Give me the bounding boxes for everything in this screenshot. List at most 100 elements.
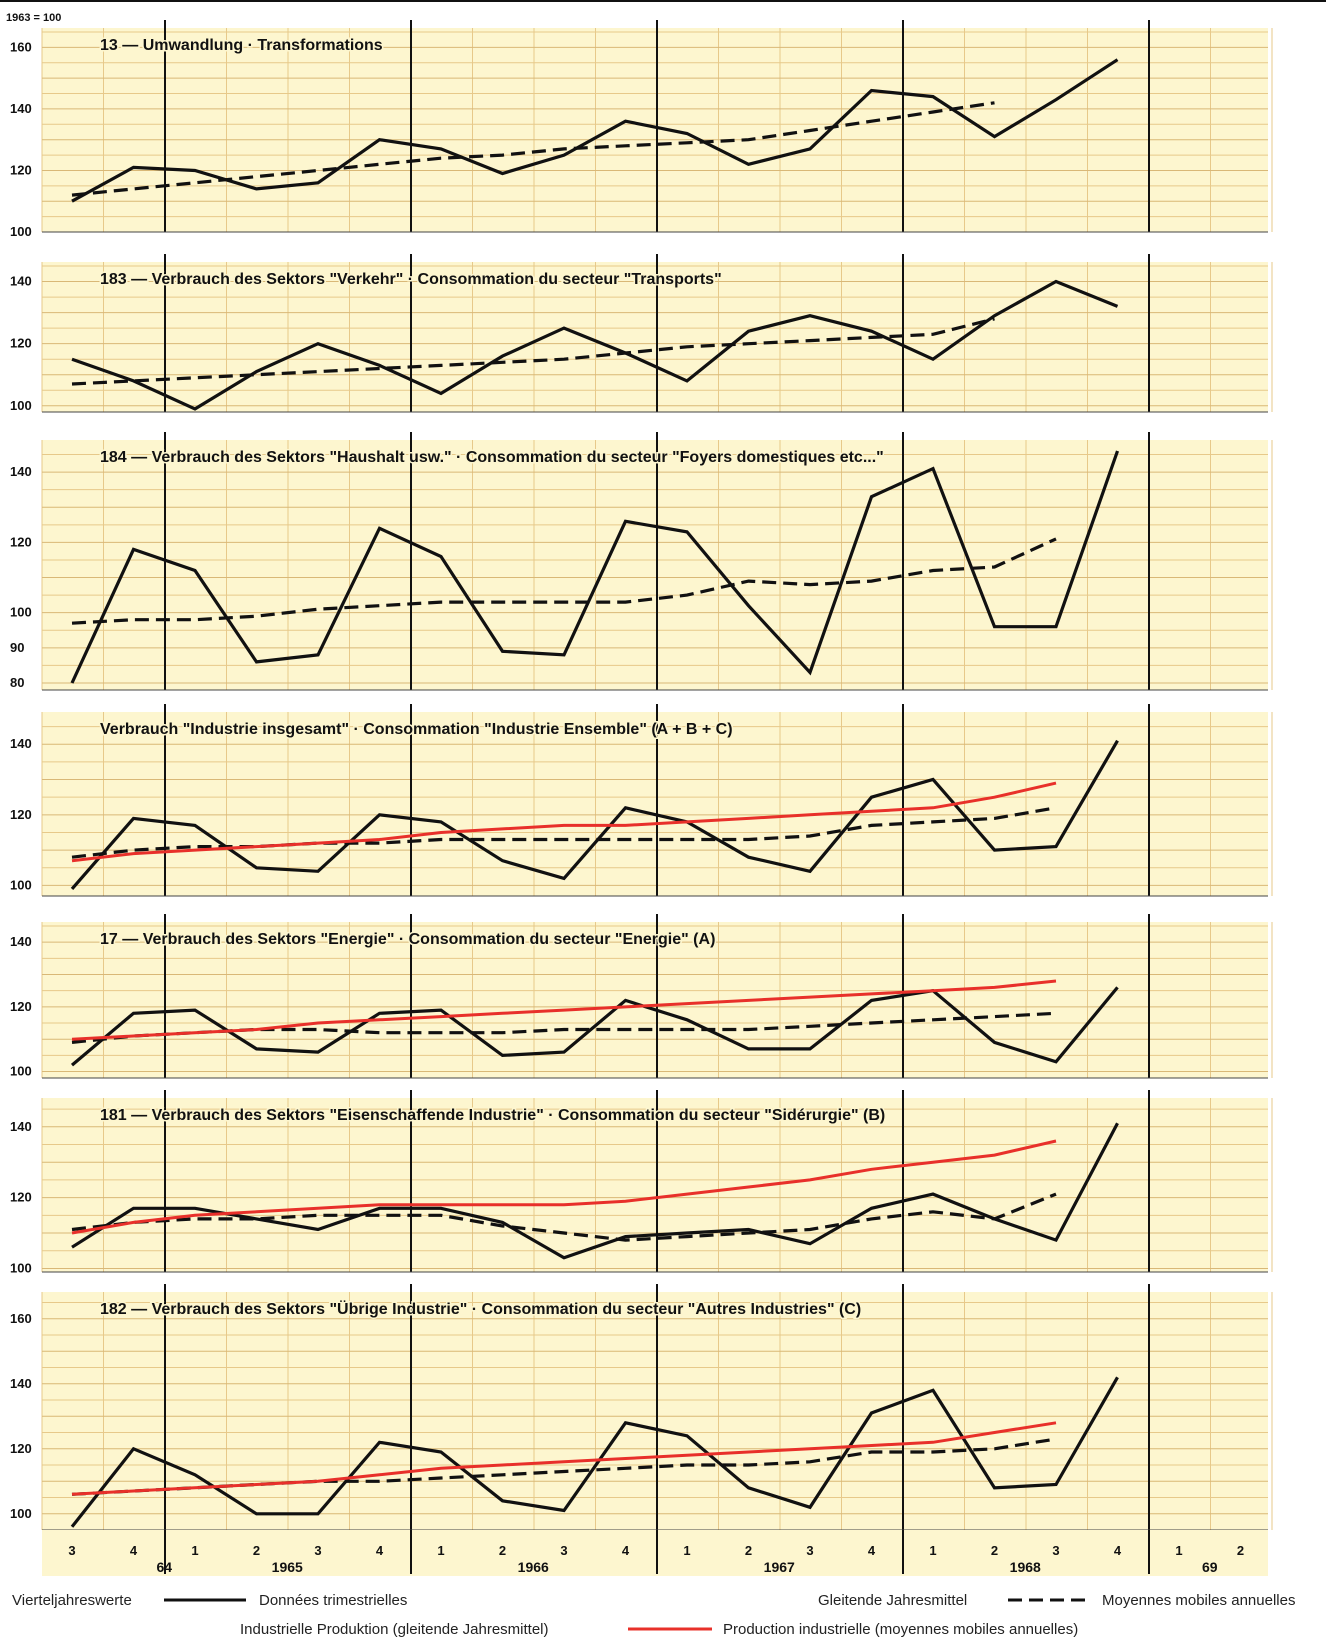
- y-tick-label: 120: [10, 534, 32, 549]
- y-tick-label: 120: [10, 807, 32, 822]
- series-moving: [71, 1011, 1057, 1044]
- panel-background: [42, 440, 1268, 690]
- legend-moving-de: Gleitende Jahresmittel: [818, 1592, 967, 1609]
- legend-industrial-de: Industrielle Produktion (gleitende Jahre…: [240, 1621, 549, 1638]
- panel-4: 100 120 140 Verbrauch "Industrie insgesamt"…: [10, 704, 1273, 897]
- panel-background: [42, 712, 1268, 896]
- quarter-label: 1: [191, 1543, 198, 1558]
- y-tick-label: 140: [10, 464, 32, 479]
- series-quarterly: [70, 450, 1120, 684]
- y-tick-label: 100: [10, 877, 32, 892]
- y-tick-label: 120: [10, 1190, 32, 1205]
- series-industrial: [71, 1139, 1057, 1235]
- series-moving: [71, 317, 995, 386]
- y-tick-label: 140: [10, 1119, 32, 1134]
- year-label: 1968: [1010, 1559, 1041, 1575]
- quarter-label: 1: [437, 1543, 444, 1558]
- y-tick-label: 160: [10, 39, 32, 54]
- quarter-label: 2: [745, 1543, 752, 1558]
- y-tick-label: 120: [10, 1441, 32, 1456]
- series-moving: [71, 1192, 1057, 1242]
- chart-panels: 100 120 140 160 13 — Umwandlung · Transforma…: [10, 20, 1273, 1531]
- quarter-label: 4: [622, 1543, 630, 1558]
- y-tick-label: 140: [10, 736, 32, 751]
- quarter-label: 4: [868, 1543, 876, 1558]
- y-tick-label: 120: [10, 162, 32, 177]
- y-tick-label: 120: [10, 999, 32, 1014]
- y-tick-label: 100: [10, 1064, 32, 1079]
- quarter-label: 2: [991, 1543, 998, 1558]
- y-tick-label: 120: [10, 336, 32, 351]
- series-quarterly: [70, 739, 1119, 890]
- panel-7: 100 120 140 160 182 — Verbrauch des Sektors …: [10, 1284, 1273, 1531]
- panel-background: [42, 28, 1268, 232]
- base-label: 1963 = 100: [6, 12, 61, 24]
- y-tick-label: 140: [10, 101, 32, 116]
- series-moving: [71, 1437, 1057, 1496]
- quarter-label: 4: [130, 1543, 138, 1558]
- panel-2: 100 120 140 183 — Verbrauch des Sektors "Ve…: [10, 254, 1273, 413]
- y-tick-label: 80: [10, 675, 24, 690]
- quarter-label: 1: [929, 1543, 936, 1558]
- series-quarterly: [70, 1376, 1119, 1528]
- y-tick-label: 100: [10, 224, 32, 239]
- quarter-label: 1: [683, 1543, 690, 1558]
- quarter-label: 1: [1175, 1543, 1182, 1558]
- panel-6: 100 120 140 181 — Verbrauch des Sektors "Ei…: [10, 1090, 1273, 1275]
- series-industrial: [71, 1421, 1057, 1496]
- y-tick-label: 140: [10, 274, 32, 289]
- legend-moving-fr: Moyennes mobiles annuelles: [1102, 1592, 1295, 1609]
- legend-quarterly-fr: Données trimestrielles: [259, 1592, 407, 1609]
- x-axis-band: [42, 1530, 1268, 1576]
- panel-title: 183 — Verbrauch des Sektors "Verkehr" · …: [100, 271, 722, 288]
- panel-title: 184 — Verbrauch des Sektors "Haushalt us…: [100, 449, 884, 466]
- series-industrial: [71, 781, 1057, 863]
- quarter-label: 2: [499, 1543, 506, 1558]
- panel-3: 80 90 100 120 140 184 — Verbrauch des Sektors…: [10, 432, 1273, 691]
- y-tick-label: 100: [10, 605, 32, 620]
- y-tick-label: 100: [10, 1506, 32, 1521]
- panel-title: 181 — Verbrauch des Sektors "Eisenschaff…: [100, 1107, 885, 1124]
- year-label: 1966: [518, 1559, 549, 1575]
- panel-1: 100 120 140 160 13 — Umwandlung · Transforma…: [10, 20, 1273, 239]
- series-moving: [71, 806, 1057, 859]
- quarter-label: 2: [1237, 1543, 1244, 1558]
- series-quarterly: [70, 986, 1119, 1067]
- x-axis: 3 4 1 2 3 4 1 2 3 4 1 2 3 4 1 2 3 4 1 2 64 1965 1966 1967 1968 69: [42, 1530, 1268, 1576]
- quarter-label: 3: [806, 1543, 813, 1558]
- year-label: 69: [1202, 1559, 1218, 1575]
- series-industrial: [71, 979, 1057, 1041]
- series-quarterly: [71, 279, 1119, 411]
- y-tick-label: 160: [10, 1311, 32, 1326]
- series-moving: [71, 101, 995, 197]
- panel-background: [42, 1292, 1268, 1530]
- legend: Vierteljahreswerte Données trimestrielle…: [12, 1592, 1295, 1638]
- y-tick-label: 100: [10, 1260, 32, 1275]
- panel-background: [42, 262, 1268, 412]
- year-label: 1967: [764, 1559, 795, 1575]
- panel-5: 100 120 140 17 — Verbrauch des Sektors "Ene…: [10, 914, 1273, 1079]
- quarter-label: 3: [560, 1543, 567, 1558]
- y-tick-label: 140: [10, 934, 32, 949]
- series-quarterly: [71, 1122, 1119, 1260]
- series-quarterly: [71, 58, 1119, 203]
- year-label: 1965: [272, 1559, 303, 1575]
- y-tick-label: 100: [10, 398, 32, 413]
- legend-industrial-fr: Production industrielle (moyennes mobile…: [723, 1621, 1078, 1638]
- legend-quarterly-de: Vierteljahreswerte: [12, 1592, 132, 1609]
- quarter-label: 4: [1114, 1543, 1122, 1558]
- panel-title: 182 — Verbrauch des Sektors "Übrige Indu…: [100, 1299, 861, 1318]
- quarter-label: 3: [1052, 1543, 1059, 1558]
- quarter-label: 2: [253, 1543, 260, 1558]
- series-moving: [71, 537, 1057, 625]
- y-tick-label: 140: [10, 1376, 32, 1391]
- quarter-label: 3: [68, 1543, 75, 1558]
- quarter-label: 4: [376, 1543, 384, 1558]
- panel-title: 17 — Verbrauch des Sektors "Energie" · C…: [100, 931, 715, 948]
- y-tick-label: 90: [10, 640, 24, 655]
- panel-title: 13 — Umwandlung · Transformations: [100, 37, 383, 54]
- quarter-label: 3: [314, 1543, 321, 1558]
- panel-title: Verbrauch "Industrie insgesamt" · Consom…: [100, 721, 733, 738]
- year-label: 64: [156, 1559, 172, 1575]
